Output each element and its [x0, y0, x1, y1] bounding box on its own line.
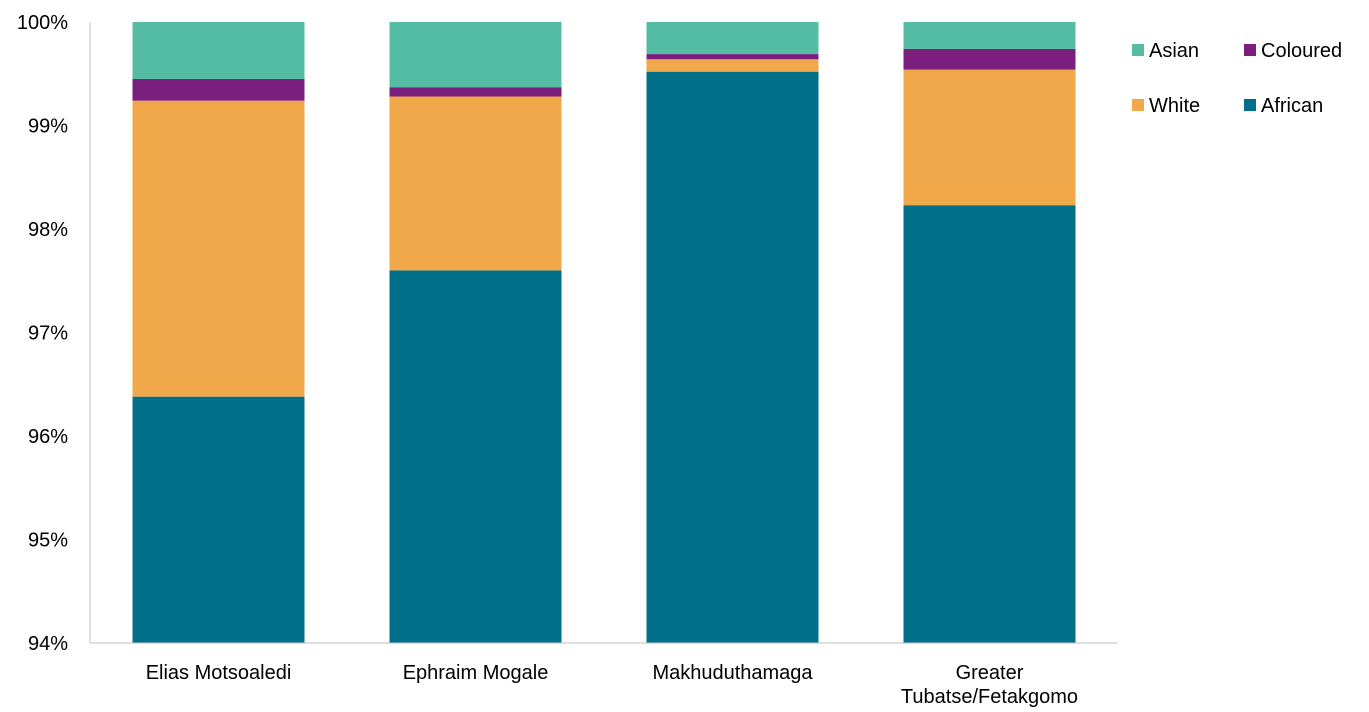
category-label-3: Makhuduthamaga: [652, 662, 813, 684]
bar-segment-coloured-4: [903, 48, 1076, 70]
legend-swatch-coloured: [1244, 44, 1256, 56]
y-tick-labels: 94% 95% 96% 97% 98% 99% 100%: [17, 12, 68, 655]
legend-label-african: African: [1261, 95, 1323, 117]
bar-segment-white-3: [646, 59, 819, 72]
legend-swatch-white: [1132, 99, 1144, 111]
legend-label-white: White: [1149, 95, 1200, 117]
bar-segment-african-1: [132, 396, 305, 643]
legend-label-coloured: Coloured: [1261, 40, 1342, 62]
bar-segment-coloured-3: [646, 54, 819, 60]
category-label-1: Elias Motsoaledi: [146, 662, 292, 684]
bar-segment-coloured-2: [389, 87, 562, 97]
category-label-2: Ephraim Mogale: [403, 662, 549, 684]
y-tick-label-3: 96%: [28, 426, 68, 448]
bar-segment-asian-1: [132, 22, 305, 79]
bar-segment-white-1: [132, 100, 305, 397]
bar-segment-coloured-1: [132, 78, 305, 101]
bar-segment-white-4: [903, 69, 1076, 206]
y-tick-label-7: 100%: [17, 12, 68, 34]
y-tick-label-5: 98%: [28, 219, 68, 241]
legend-label-asian: Asian: [1149, 40, 1199, 62]
legend-swatch-asian: [1132, 44, 1144, 56]
bars-group: [132, 22, 1076, 644]
bar-segment-african-4: [903, 205, 1076, 643]
y-tick-label-1: 94%: [28, 633, 68, 655]
category-label-4: Greater Tubatse/Fetakgomo: [901, 662, 1078, 708]
bar-segment-white-2: [389, 96, 562, 271]
legend: Asian Coloured White African: [1132, 40, 1342, 117]
category-labels: Elias Motsoaledi Ephraim Mogale Makhudutha…: [146, 662, 1078, 708]
legend-swatch-african: [1244, 99, 1256, 111]
bar-segment-african-3: [646, 71, 819, 644]
bar-segment-asian-2: [389, 22, 562, 88]
bar-segment-asian-4: [903, 22, 1076, 49]
axes-group: [89, 22, 1118, 644]
bar-segment-asian-3: [646, 22, 819, 55]
y-tick-label-4: 97%: [28, 323, 68, 345]
bar-segment-african-2: [389, 270, 562, 643]
y-tick-label-2: 95%: [28, 530, 68, 552]
y-tick-label-6: 99%: [28, 116, 68, 138]
